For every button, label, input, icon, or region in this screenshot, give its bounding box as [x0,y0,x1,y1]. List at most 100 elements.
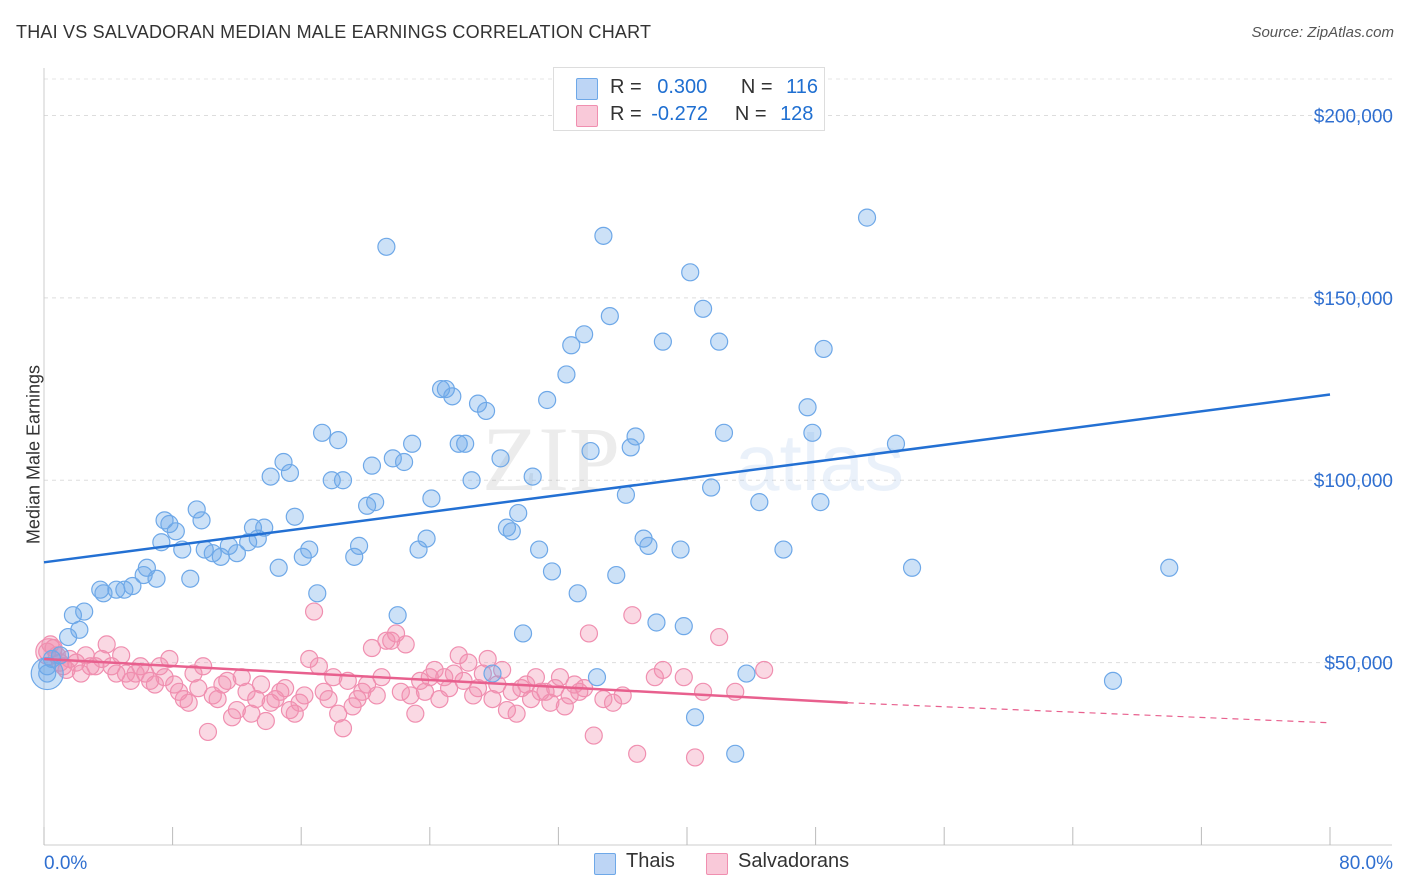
thais-point [476,401,496,421]
thais-point [671,540,690,559]
thais-point [75,602,94,621]
salvadorans-point [459,653,478,672]
watermark-zip: ZIP [482,408,620,510]
salvadorans-point [603,693,623,712]
thais-point [63,606,83,625]
thais-point [750,493,769,512]
salvadorans-point [304,602,324,621]
salvadorans-point [406,704,425,723]
thais-point [123,576,142,596]
thais-point [714,423,734,442]
salvadorans-point [319,689,338,709]
thais-swatch [576,78,598,100]
thais-point [1160,558,1179,577]
thais-point [181,569,200,588]
thais-point [575,325,594,344]
thais-point [59,627,78,647]
legend-r-value: -0.272 [651,103,708,125]
thais-point [227,544,246,563]
salvadorans-point [71,664,91,683]
trend-lines [43,393,1331,724]
thais-point [274,452,293,472]
thais-point [587,668,607,687]
thais-point [403,434,422,453]
salvadorans-point [198,722,218,742]
thais-point [568,584,587,603]
salvadorans-swatch [576,105,598,127]
thais-point [38,664,57,683]
salvadorans-point [285,704,304,723]
x-tick-labels: 0.0% 80.0% [44,853,1393,874]
thais-point [811,493,830,512]
thais-point [681,263,700,282]
salvadorans-point [189,679,208,698]
salvadorans-point [497,700,517,720]
salvadorans-point [218,671,237,690]
salvadorans-point [242,704,261,723]
salvadorans-point [300,649,319,669]
salvadorans-point [507,704,526,723]
salvadorans-point [579,624,599,643]
salvadorans-point [755,660,774,680]
y-tick-labels: $50,000 $100,000 $150,000 $200,000 [1314,106,1393,674]
thais-point [737,664,756,683]
thais-point [345,547,364,566]
x-tick-label: 0.0% [44,853,87,874]
thais-point [261,467,280,486]
salvadorans-swatch [706,853,728,875]
thais-point [312,423,332,442]
thais-point [329,431,348,450]
thais-point [436,379,455,399]
thais-point [814,339,833,359]
salvadorans-point [483,689,502,709]
salvadorans-point [674,668,693,687]
salvadorans-point [425,660,444,680]
salvadorans-point [333,719,353,738]
thais-point [616,485,636,504]
thais-point [377,237,396,256]
x-tick-label: 80.0% [1339,853,1393,874]
legend-n-label: N = [740,76,773,98]
thais-point [594,226,613,245]
salvadorans-point [160,649,179,669]
thais-point [509,503,528,523]
thais-point [607,565,626,585]
thais-point [513,624,533,643]
salvadorans-point [107,664,126,683]
salvadorans-trend-line [43,657,848,704]
salvadorans-point [685,748,705,767]
salvadorans-point [247,689,266,709]
thais-point [431,379,451,399]
salvadorans-point [628,744,647,763]
salvadorans-point [478,649,497,669]
salvadorans-point [377,631,396,650]
thais-points [30,208,1179,763]
thais-point [647,613,666,632]
y-tick-label: $200,000 [1314,106,1393,127]
thais-point [491,449,510,468]
thais-point [443,387,462,406]
salvadorans-point [362,638,382,658]
thais-point [166,522,185,541]
salvadorans-point [584,726,603,745]
legend-n-label: N = [734,103,767,125]
chart-title: THAI VS SALVADORAN MEDIAN MALE EARNINGS … [16,22,652,42]
thais-point [538,390,557,410]
thais-point [626,427,645,446]
thais-point [653,332,672,351]
y-axis-label: Median Male Earnings [23,364,44,545]
thais-point [160,514,179,534]
salvadorans-point [396,635,415,654]
thais-point [685,708,705,727]
thais-point [147,569,166,588]
thais-point [502,522,521,541]
thais-point [192,511,211,530]
thais-swatch [594,853,616,875]
thais-point [366,493,385,512]
salvadorans-point [391,682,410,701]
thais-point [388,606,407,625]
salvadorans-point [112,646,131,665]
thais-point [530,540,549,559]
thais-point [456,434,475,453]
salvadorans-point [415,682,435,701]
